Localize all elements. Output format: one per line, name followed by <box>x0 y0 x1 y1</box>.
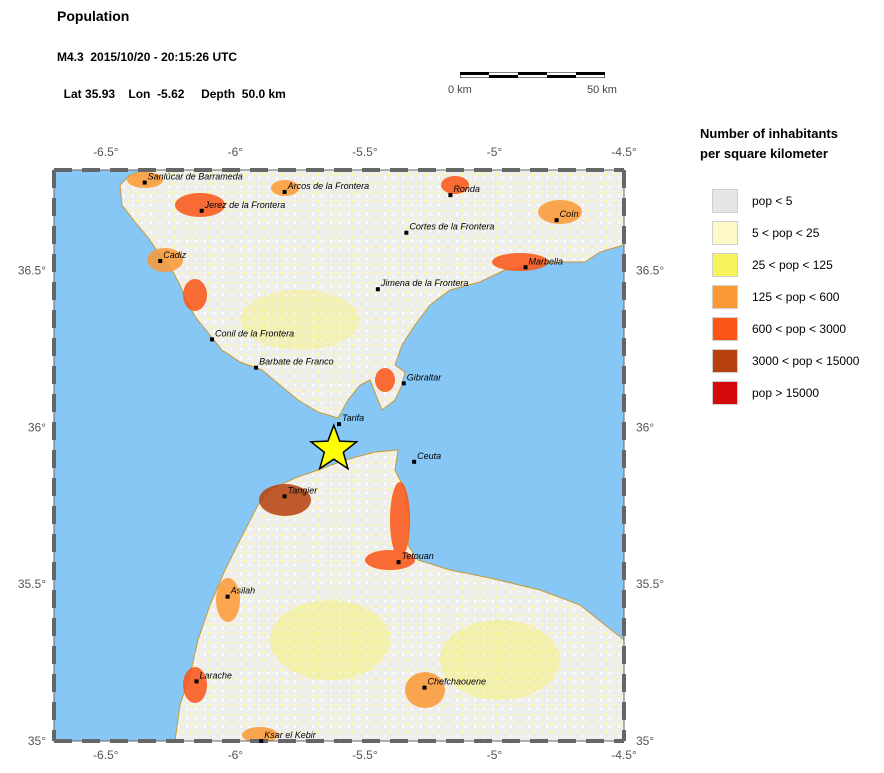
lon-tick-label: -5° <box>487 145 503 159</box>
lon-tick-label: -4.5° <box>611 145 637 159</box>
city-marker-icon <box>254 365 259 370</box>
legend-swatch <box>712 349 738 373</box>
legend-label: 3000 < pop < 15000 <box>752 354 860 368</box>
legend-swatch <box>712 381 738 405</box>
lat-label: Lat <box>63 87 82 101</box>
city-label: Sanlúcar de Barrameda <box>148 172 243 182</box>
legend-label: pop > 15000 <box>752 386 820 400</box>
city-marker-icon <box>210 337 215 342</box>
scale-left-label: 0 km <box>448 84 472 96</box>
city-label: Tetouan <box>402 551 434 561</box>
city-label: Cadiz <box>163 250 187 260</box>
legend-swatch <box>712 189 738 213</box>
depth-label: Depth <box>201 87 236 101</box>
city-marker-icon <box>422 685 427 690</box>
city-marker-icon <box>401 381 406 386</box>
city-marker-icon <box>158 258 163 263</box>
map-frame-border <box>52 168 626 743</box>
city-marker-icon <box>404 230 409 235</box>
city-label: Marbella <box>529 256 564 266</box>
legend-label: 125 < pop < 600 <box>752 290 840 304</box>
scale-right-label: 50 km <box>587 84 617 96</box>
lon-tick-label: -6.5° <box>93 748 119 762</box>
city-marker-icon <box>523 265 528 270</box>
lon-value: -5.62 <box>157 87 185 101</box>
city-label: Asilah <box>230 586 256 596</box>
city-marker-icon <box>142 180 147 185</box>
city-label: Tarifa <box>342 413 364 423</box>
scale-bar <box>460 72 605 78</box>
city-label: Ceuta <box>417 451 441 461</box>
city-marker-icon <box>194 679 199 684</box>
city-marker-icon <box>554 218 559 223</box>
city-labels: Sanlúcar de Barrameda Arcos de la Fronter… <box>142 172 579 743</box>
legend-label: 5 < pop < 25 <box>752 226 820 240</box>
city-label: Jerez de la Frontera <box>204 200 286 210</box>
depth-value: 50.0 km <box>241 87 286 101</box>
epicenter-star-icon[interactable] <box>308 423 359 471</box>
city-marker-icon <box>375 287 380 292</box>
africa-land <box>174 449 624 741</box>
city-label: Coín <box>560 209 579 219</box>
lon-tick-label: -5.5° <box>352 748 378 762</box>
city-marker-icon <box>282 189 287 194</box>
legend-title-line1: Number of inhabitants <box>700 126 838 141</box>
legend-label: 25 < pop < 125 <box>752 258 833 272</box>
lat-tick-label: 36.5° <box>636 263 664 277</box>
city-marker-icon <box>199 208 204 213</box>
event-info: M4.3 2015/10/20 - 20:15:26 UTC <box>57 50 238 64</box>
event-location: Lat 35.93 Lon -5.62 Depth 50.0 km <box>57 73 286 101</box>
city-label: Ksar el Kebir <box>264 730 317 740</box>
lat-tick-label: 36° <box>636 420 654 434</box>
city-marker-icon <box>337 422 341 427</box>
city-label: Chefchaouene <box>428 677 487 687</box>
city-label: Barbate de Franco <box>259 357 334 367</box>
city-label: Tangier <box>288 485 319 495</box>
lon-label: Lon <box>128 87 151 101</box>
lat-value: 35.93 <box>85 87 116 101</box>
legend-label: 600 < pop < 3000 <box>752 322 847 336</box>
city-label: Conil de la Frontera <box>215 328 294 338</box>
axis-ticks: -6.5° -6.5° -6° -6° -5.5° -5.5° -5° -5° -4.5° -4.… <box>18 145 665 762</box>
city-marker-icon <box>396 560 401 565</box>
legend-swatch <box>712 285 738 309</box>
legend-swatch <box>712 253 738 277</box>
city-label: Jimena de la Frontera <box>380 278 469 288</box>
lat-tick-label: 35° <box>28 734 46 748</box>
city-label: Arcos de la Frontera <box>287 181 370 191</box>
lat-tick-label: 35.5° <box>18 577 46 591</box>
lat-tick-label: 36° <box>28 420 46 434</box>
legend-swatch <box>712 221 738 245</box>
lon-tick-label: -6° <box>228 145 244 159</box>
city-label: Ronda <box>453 184 480 194</box>
legend-title: Number of inhabitants per square kilomet… <box>700 124 838 164</box>
lon-tick-label: -6.5° <box>93 145 119 159</box>
legend-swatch <box>712 317 738 341</box>
lat-tick-label: 35.5° <box>636 577 664 591</box>
city-marker-icon <box>282 494 287 499</box>
lon-tick-label: -4.5° <box>611 748 637 762</box>
city-label: Larache <box>200 670 233 680</box>
city-marker-icon <box>225 594 230 599</box>
city-marker-icon <box>412 459 417 464</box>
population-density-hotspots <box>127 172 582 741</box>
lon-tick-label: -5.5° <box>352 145 378 159</box>
lon-tick-label: -5° <box>487 748 503 762</box>
city-marker-icon <box>448 193 453 198</box>
lat-tick-label: 36.5° <box>18 263 46 277</box>
lat-tick-label: 35° <box>636 734 654 748</box>
legend-label: pop < 5 <box>752 194 793 208</box>
map-title: Population <box>57 8 130 24</box>
lon-tick-label: -6° <box>228 748 244 762</box>
city-label: Gibraltar <box>407 372 443 382</box>
city-label: Cortes de la Frontera <box>409 222 494 232</box>
city-marker-icon <box>259 739 264 743</box>
legend-title-line2: per square kilometer <box>700 146 828 161</box>
land-masses <box>54 170 624 741</box>
